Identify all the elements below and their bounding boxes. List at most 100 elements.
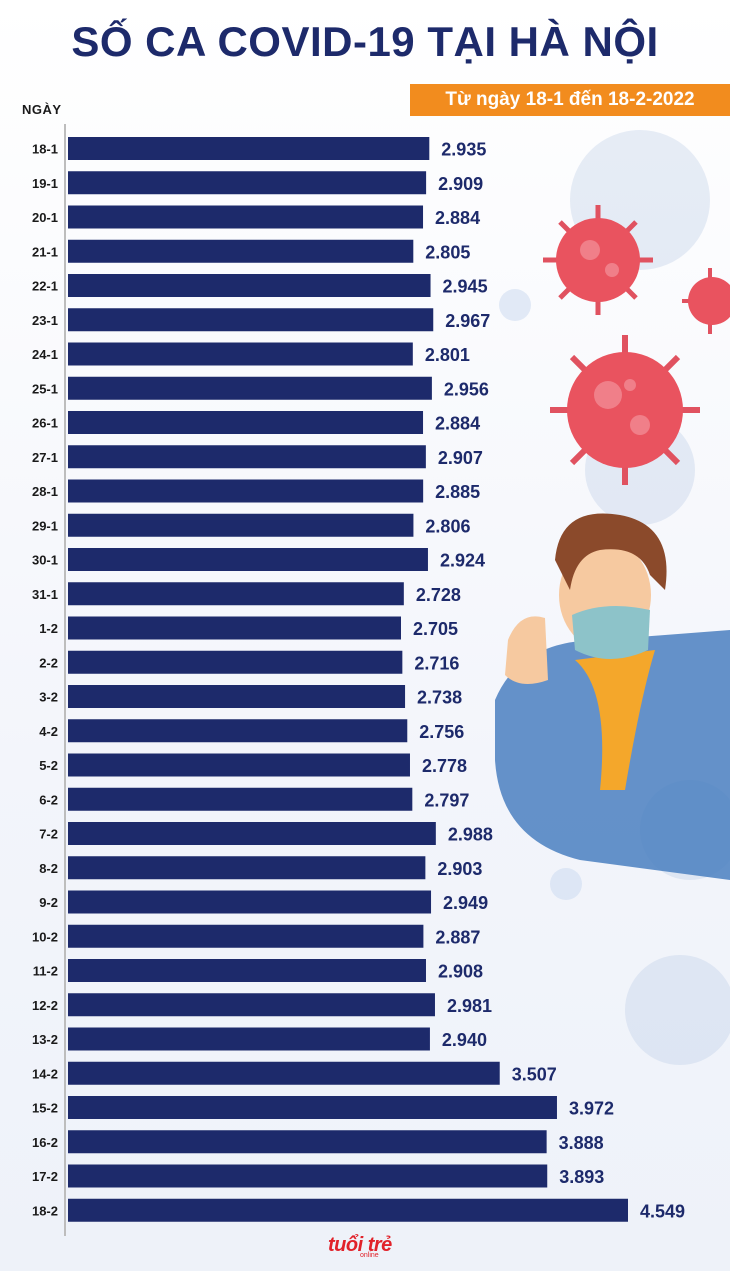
value-label: 3.507 bbox=[512, 1064, 557, 1084]
value-label: 2.884 bbox=[435, 414, 480, 434]
category-label: 16-2 bbox=[32, 1135, 58, 1150]
date-range-badge: Từ ngày 18-1 đến 18-2-2022 bbox=[410, 84, 730, 116]
category-label: 29-1 bbox=[32, 518, 58, 533]
category-label: 30-1 bbox=[32, 553, 58, 568]
value-label: 2.801 bbox=[425, 345, 470, 365]
bar bbox=[68, 376, 432, 400]
category-label: 31-1 bbox=[32, 587, 58, 602]
bar bbox=[68, 1096, 557, 1119]
bar bbox=[68, 1164, 548, 1188]
value-label: 2.756 bbox=[419, 722, 464, 742]
red-virus-icon bbox=[550, 335, 700, 485]
value-label: 4.549 bbox=[640, 1201, 685, 1221]
bar bbox=[68, 411, 424, 434]
y-axis-label: NGÀY bbox=[22, 102, 62, 117]
category-label: 27-1 bbox=[32, 450, 58, 465]
category-label: 7-2 bbox=[39, 827, 58, 842]
category-label: 4-2 bbox=[39, 724, 58, 739]
value-label: 2.778 bbox=[422, 756, 467, 776]
value-label: 3.888 bbox=[559, 1133, 604, 1153]
value-label: 2.907 bbox=[438, 448, 483, 468]
brand-logo: tuổi trẻ bbox=[328, 1234, 392, 1256]
value-label: 2.940 bbox=[442, 1030, 487, 1050]
masked-man-illustration bbox=[495, 513, 730, 880]
category-label: 20-1 bbox=[32, 210, 58, 225]
small-virus-icon bbox=[499, 289, 582, 900]
category-label: 11-2 bbox=[33, 964, 58, 979]
value-label: 2.716 bbox=[414, 653, 459, 673]
bar bbox=[68, 924, 424, 948]
value-label: 2.887 bbox=[435, 927, 480, 947]
value-label: 2.806 bbox=[425, 516, 470, 536]
value-label: 3.972 bbox=[569, 1099, 614, 1119]
bar bbox=[68, 1061, 500, 1085]
bar bbox=[68, 822, 436, 845]
bar bbox=[68, 993, 435, 1017]
value-label: 2.705 bbox=[413, 619, 458, 639]
category-label: 18-1 bbox=[32, 142, 58, 157]
value-label: 3.893 bbox=[559, 1167, 604, 1187]
value-label: 2.924 bbox=[440, 551, 485, 571]
value-label: 2.903 bbox=[437, 859, 482, 879]
value-label: 2.908 bbox=[438, 962, 483, 982]
value-label: 2.805 bbox=[425, 242, 470, 262]
value-label: 2.988 bbox=[448, 825, 493, 845]
bar bbox=[68, 650, 403, 674]
category-label: 15-2 bbox=[32, 1101, 58, 1116]
bar bbox=[68, 582, 404, 606]
bar bbox=[68, 1198, 628, 1222]
category-label: 5-2 bbox=[39, 758, 58, 773]
value-label: 2.884 bbox=[435, 208, 480, 228]
bar bbox=[68, 1027, 430, 1051]
category-label: 6-2 bbox=[39, 792, 58, 807]
category-label: 17-2 bbox=[32, 1169, 58, 1184]
category-label: 12-2 bbox=[32, 998, 58, 1013]
value-label: 2.909 bbox=[438, 174, 483, 194]
bar bbox=[68, 856, 426, 880]
value-label: 2.949 bbox=[443, 893, 488, 913]
value-label: 2.967 bbox=[445, 311, 490, 331]
bar bbox=[68, 171, 427, 195]
page-title: SỐ CA COVID-19 TẠI HÀ NỘI bbox=[71, 18, 659, 65]
red-virus-icon bbox=[682, 268, 730, 334]
red-virus-icon bbox=[543, 205, 653, 315]
bar bbox=[68, 445, 426, 469]
value-label: 2.728 bbox=[416, 585, 461, 605]
bar bbox=[68, 616, 401, 640]
category-label: 25-1 bbox=[32, 381, 58, 396]
bar bbox=[68, 959, 426, 982]
value-label: 2.981 bbox=[447, 996, 492, 1016]
value-label: 2.956 bbox=[444, 379, 489, 399]
category-label: 14-2 bbox=[32, 1066, 58, 1081]
bar bbox=[68, 890, 432, 914]
category-label: 1-2 bbox=[39, 621, 58, 636]
value-label: 2.797 bbox=[424, 790, 469, 810]
category-label: 22-1 bbox=[32, 279, 58, 294]
category-label: 8-2 bbox=[39, 861, 58, 876]
bar bbox=[68, 274, 431, 297]
bar bbox=[68, 548, 428, 571]
bar bbox=[68, 205, 424, 229]
category-label: 24-1 bbox=[32, 347, 58, 362]
category-label: 13-2 bbox=[32, 1032, 58, 1047]
y-axis-line bbox=[64, 124, 66, 1236]
brand-logo-sub: online bbox=[360, 1252, 379, 1259]
value-label: 2.885 bbox=[435, 482, 480, 502]
bar bbox=[68, 787, 413, 811]
bar bbox=[68, 479, 424, 503]
value-label: 2.738 bbox=[417, 688, 462, 708]
bar bbox=[68, 513, 414, 537]
bar bbox=[68, 308, 434, 332]
value-label: 2.935 bbox=[441, 140, 486, 160]
category-label: 10-2 bbox=[32, 929, 58, 944]
category-label: 18-2 bbox=[32, 1203, 58, 1218]
category-label: 21-1 bbox=[32, 244, 58, 259]
category-label: 3-2 bbox=[39, 690, 58, 705]
bar bbox=[68, 1130, 547, 1154]
bar bbox=[68, 719, 408, 743]
bar bbox=[68, 685, 406, 708]
bar bbox=[68, 753, 410, 777]
bar bbox=[68, 342, 413, 366]
